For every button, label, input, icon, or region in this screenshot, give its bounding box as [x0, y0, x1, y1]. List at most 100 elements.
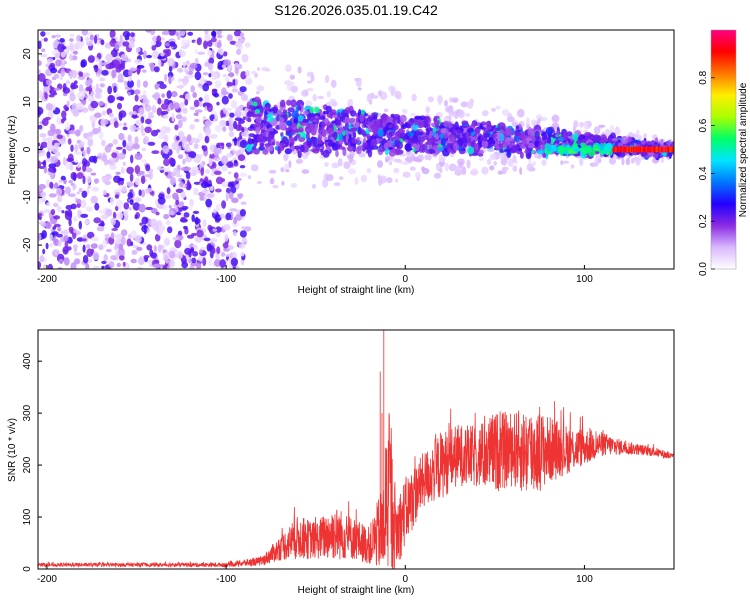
- heatmap-cell: [63, 104, 68, 110]
- heatmap-cell: [213, 170, 222, 175]
- heatmap-cell: [495, 105, 501, 110]
- heatmap-cell: [563, 131, 567, 141]
- heatmap-cell: [221, 155, 229, 165]
- heatmap-cell: [317, 95, 324, 100]
- heatmap-cell: [359, 113, 365, 123]
- heatmap-cell: [97, 152, 103, 160]
- heatmap-cell: [410, 112, 416, 117]
- heatmap-cell: [240, 251, 245, 257]
- heatmap-cell: [53, 223, 61, 228]
- heatmap-cell: [226, 153, 233, 158]
- heatmap-cell: [175, 199, 180, 206]
- heatmap-cell: [145, 30, 152, 33]
- heatmap-cell: [215, 204, 221, 212]
- heatmap-cell: [111, 152, 118, 159]
- heatmap-cell: [145, 118, 152, 125]
- y-tick-label: 200: [22, 456, 33, 473]
- heatmap-cell: [264, 137, 271, 142]
- heatmap-cell: [436, 95, 444, 104]
- heatmap-cell: [284, 148, 292, 155]
- heatmap-cell: [427, 123, 431, 131]
- heatmap-cell: [524, 143, 528, 148]
- colorbar-ticks: 0.0 0.2 0.4 0.6 0.8: [698, 70, 715, 276]
- heatmap-cell: [268, 130, 275, 140]
- heatmap-cell: [301, 89, 309, 97]
- heatmap-cell: [277, 146, 281, 155]
- heatmap-cell: [620, 135, 629, 145]
- heatmap-cell: [271, 141, 275, 146]
- heatmap-cell: [228, 191, 234, 200]
- heatmap-cell: [82, 158, 88, 166]
- heatmap-cell: [433, 145, 438, 151]
- heatmap-cell: [579, 134, 584, 141]
- heatmap-cell: [370, 138, 378, 148]
- heatmap-cell: [344, 130, 352, 135]
- heatmap-cell: [134, 94, 139, 102]
- heatmap-cell: [128, 207, 132, 211]
- heatmap-cell: [135, 234, 142, 244]
- heatmap-cell: [325, 174, 334, 182]
- heatmap-cell: [386, 177, 393, 184]
- heatmap-cell: [204, 168, 211, 174]
- heatmap-cell: [370, 120, 378, 124]
- heatmap-cell: [481, 166, 489, 175]
- heatmap-cell: [193, 143, 199, 150]
- heatmap-cell: [82, 244, 86, 253]
- heatmap-cell: [216, 41, 222, 49]
- heatmap-cell: [56, 233, 63, 238]
- heatmap-cell: [225, 253, 232, 257]
- heatmap-cell: [412, 147, 416, 153]
- heatmap-cell: [119, 184, 123, 193]
- heatmap-cell: [314, 106, 320, 114]
- heatmap-cell: [178, 145, 182, 151]
- heatmap-cell: [186, 134, 192, 143]
- heatmap-cell: [121, 186, 128, 193]
- heatmap-cell: [221, 200, 227, 209]
- figure-title: S126.2026.035.01.19.C42: [274, 2, 438, 18]
- heatmap-cell: [134, 197, 142, 203]
- heatmap-cell: [347, 98, 354, 108]
- heatmap-cell: [295, 158, 304, 164]
- heatmap-cell: [114, 194, 120, 199]
- heatmap-cell: [137, 257, 145, 266]
- heatmap-cell: [299, 144, 305, 153]
- heatmap-cell: [162, 145, 170, 154]
- y-tick-label: 0: [22, 566, 33, 572]
- heatmap-cell: [98, 59, 103, 69]
- heatmap-cell: [41, 230, 47, 239]
- heatmap-cell: [196, 229, 204, 238]
- heatmap-cell: [92, 155, 98, 164]
- heatmap-cell: [349, 127, 357, 132]
- heatmap-cell: [163, 168, 171, 172]
- heatmap-cell: [402, 171, 411, 178]
- heatmap-cell: [215, 226, 222, 233]
- heatmap-cell: [491, 107, 496, 112]
- heatmap-cell: [59, 38, 65, 43]
- heatmap-cell: [278, 117, 285, 123]
- heatmap-cell: [141, 159, 147, 164]
- heatmap-cell: [514, 135, 520, 143]
- heatmap-cell: [481, 127, 487, 131]
- heatmap-cell: [255, 127, 260, 135]
- heatmap-cell: [456, 133, 461, 137]
- heatmap-cell: [414, 115, 422, 120]
- heatmap-cell: [72, 216, 78, 222]
- heatmap-cell: [375, 120, 381, 127]
- heatmap-cell: [526, 163, 534, 172]
- heatmap-cell: [210, 173, 215, 177]
- heatmap-cell: [222, 126, 227, 132]
- x-tick-label: -100: [216, 274, 236, 285]
- heatmap-cell: [209, 159, 213, 164]
- heatmap-cell: [395, 130, 401, 137]
- heatmap-cell: [49, 181, 54, 189]
- heatmap-cell: [53, 215, 61, 220]
- heatmap-cell: [198, 132, 203, 141]
- heatmap-cell: [358, 87, 362, 91]
- heatmap-cell: [427, 96, 434, 103]
- heatmap-cell: [579, 157, 584, 166]
- heatmap-cell: [122, 126, 128, 131]
- heatmap-cell: [189, 203, 193, 211]
- heatmap-cell: [539, 116, 548, 122]
- heatmap-cell: [211, 37, 217, 43]
- snr-x-label: Height of straight line (km): [298, 585, 415, 596]
